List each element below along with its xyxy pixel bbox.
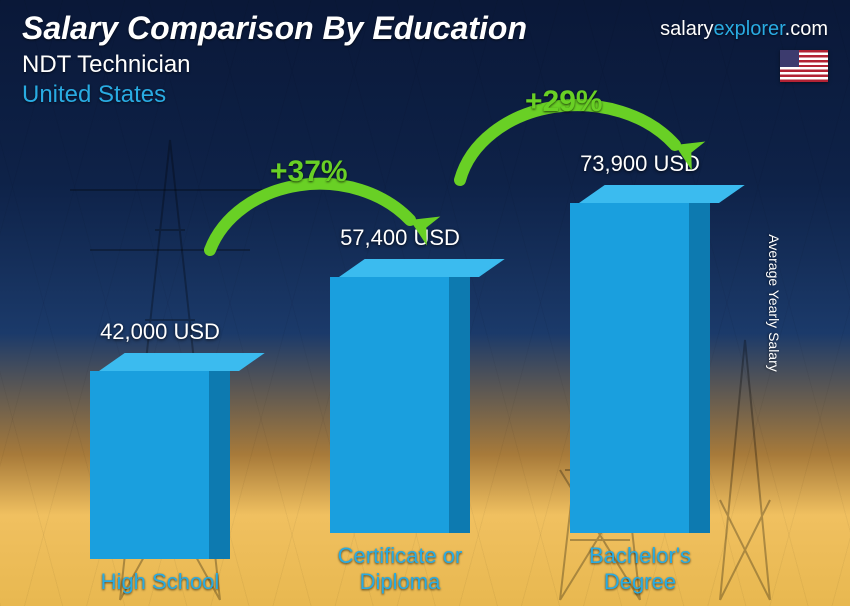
chart-column: 42,000 USD High School [60,319,260,594]
bar-value-label: 73,900 USD [580,151,700,177]
bar-top-face [579,185,745,203]
brand-suffix: .com [785,18,828,40]
brand-prefix: salary [660,18,713,40]
bar-category-label: Bachelor'sDegree [589,543,691,594]
chart-column: 57,400 USD Certificate orDiploma [300,225,500,594]
bar-chart: 42,000 USD High School 57,400 USD Certif… [0,144,800,594]
bar-value-label: 42,000 USD [100,319,220,345]
bar-top-face [339,259,505,277]
bar-category-label: High School [101,569,220,594]
bar-top-face [99,353,265,371]
bar [570,185,710,533]
bar [90,353,230,559]
brand-logo: salaryexplorer.com [660,18,828,41]
bar-front-face [570,203,710,533]
job-subtitle: NDT Technician [22,51,828,79]
brand-accent: explorer [714,18,785,40]
flag-icon [780,50,828,82]
country-label: United States [22,81,828,109]
chart-column: 73,900 USD Bachelor'sDegree [540,151,740,594]
increase-percent-label: +29% [525,85,603,119]
bar-front-face [90,371,230,559]
bar-value-label: 57,400 USD [340,225,460,251]
bar-category-label: Certificate orDiploma [338,543,463,594]
increase-percent-label: +37% [270,155,348,189]
bar-front-face [330,277,470,533]
bar [330,259,470,533]
